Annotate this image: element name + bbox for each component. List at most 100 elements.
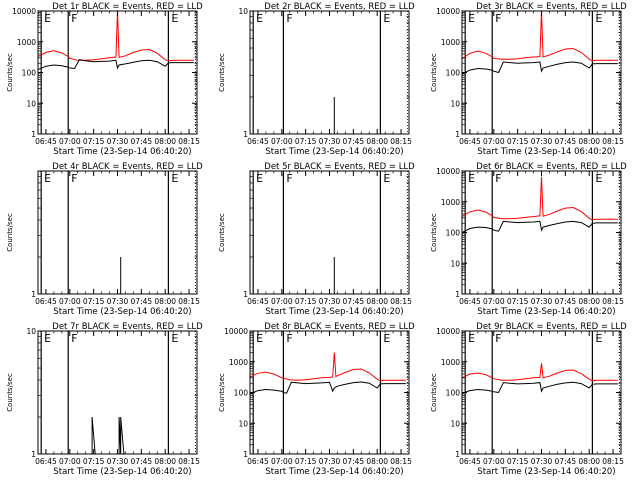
y-tick-label: 10 — [238, 7, 248, 16]
x-tick-label: 08:15 — [178, 457, 200, 466]
x-tick-label: 08:00 — [154, 457, 176, 466]
y-axis-label: Counts/sec — [6, 213, 14, 252]
x-tick-label: 07:00 — [59, 137, 81, 146]
y-tick-label: 1 — [455, 130, 460, 139]
y-tick-label: 1 — [243, 450, 248, 459]
x-tick-label: 07:00 — [59, 297, 81, 306]
lld-series-line — [38, 11, 194, 62]
x-tick-label: 08:15 — [602, 297, 624, 306]
x-tick-label: 08:00 — [154, 297, 176, 306]
x-tick-label: 08:00 — [366, 137, 388, 146]
x-tick-label: 07:30 — [319, 457, 341, 466]
y-tick-label: 10000 — [12, 7, 36, 16]
marker-label: E — [383, 172, 390, 185]
x-tick-label: 07:15 — [507, 297, 529, 306]
marker-label: F — [286, 172, 292, 185]
y-tick-label: 1 — [455, 450, 460, 459]
y-tick-label: 100 — [446, 389, 461, 398]
x-tick-label: 08:00 — [154, 137, 176, 146]
marker-label: E — [256, 12, 263, 25]
x-tick-label: 07:30 — [107, 457, 129, 466]
plot-frame — [37, 170, 198, 295]
lld-series-line — [462, 11, 618, 62]
x-tick-label: 07:00 — [271, 137, 293, 146]
panel-title: Det 5r BLACK = Events, RED = LLD — [264, 162, 415, 172]
x-axis-label: Start Time (23-Sep-14 06:40:20) — [265, 147, 403, 157]
y-tick-label: 10 — [450, 419, 460, 428]
y-axis-label: Counts/sec — [430, 53, 438, 92]
marker-label: E — [595, 172, 602, 185]
plot-frame — [37, 330, 198, 455]
x-axis-label: Start Time (23-Sep-14 06:40:20) — [477, 147, 615, 157]
plot-frame — [249, 10, 410, 135]
x-tick-label: 08:15 — [390, 137, 412, 146]
y-tick-label: 10 — [450, 99, 460, 108]
y-tick-label: 100 — [234, 389, 249, 398]
y-tick-label: 1 — [31, 130, 36, 139]
x-tick-label: 08:15 — [178, 297, 200, 306]
x-tick-label: 06:45 — [35, 137, 57, 146]
x-tick-label: 08:15 — [178, 137, 200, 146]
panel-title: Det 9r BLACK = Events, RED = LLD — [476, 322, 627, 332]
panel-title: Det 3r BLACK = Events, RED = LLD — [476, 2, 627, 12]
marker-label: E — [44, 332, 51, 345]
y-tick-label: 1 — [243, 130, 248, 139]
x-tick-label: 06:45 — [247, 297, 269, 306]
x-axis-label: Start Time (23-Sep-14 06:40:20) — [265, 467, 403, 477]
events-series-line — [38, 59, 194, 70]
y-tick-label: 1000 — [441, 198, 460, 207]
marker-label: E — [383, 332, 390, 345]
x-axis-label: Start Time (23-Sep-14 06:40:20) — [477, 307, 615, 317]
events-series-line — [462, 381, 618, 394]
x-tick-label: 07:45 — [131, 457, 153, 466]
x-tick-label: 07:00 — [271, 457, 293, 466]
y-tick-label: 100 — [22, 69, 37, 78]
lld-series-line — [250, 352, 406, 382]
lld-series-line — [462, 363, 618, 382]
x-tick-label: 07:00 — [483, 457, 505, 466]
marker-label: F — [286, 12, 292, 25]
y-tick-label: 10 — [238, 419, 248, 428]
x-axis-label: Start Time (23-Sep-14 06:40:20) — [265, 307, 403, 317]
panel-title: Det 2r BLACK = Events, RED = LLD — [264, 2, 415, 12]
y-tick-label: 1000 — [17, 38, 36, 47]
y-tick-label: 10 — [450, 259, 460, 268]
marker-label: F — [495, 332, 501, 345]
plot-frame — [249, 170, 410, 295]
x-tick-label: 07:45 — [555, 457, 577, 466]
x-tick-label: 07:45 — [343, 297, 365, 306]
events-series-line — [250, 381, 406, 395]
plot-frame — [461, 330, 622, 455]
x-axis-label: Start Time (23-Sep-14 06:40:20) — [477, 467, 615, 477]
y-tick-label: 10 — [26, 99, 36, 108]
x-tick-label: 08:00 — [578, 457, 600, 466]
x-tick-label: 08:15 — [390, 297, 412, 306]
x-tick-label: 08:00 — [366, 297, 388, 306]
marker-label: F — [495, 172, 501, 185]
y-tick-label: 1 — [31, 290, 36, 299]
x-tick-label: 06:45 — [459, 457, 481, 466]
x-tick-label: 06:45 — [247, 457, 269, 466]
x-tick-label: 08:15 — [602, 457, 624, 466]
x-tick-label: 08:00 — [578, 297, 600, 306]
x-tick-label: 07:30 — [107, 137, 129, 146]
marker-label: E — [595, 332, 602, 345]
y-tick-label: 1 — [455, 290, 460, 299]
x-tick-label: 08:15 — [390, 457, 412, 466]
x-tick-label: 06:45 — [459, 297, 481, 306]
y-axis-label: Counts/sec — [218, 213, 226, 252]
x-tick-label: 08:15 — [602, 137, 624, 146]
y-tick-label: 10 — [26, 327, 36, 336]
marker-label: F — [71, 12, 77, 25]
marker-label: E — [44, 172, 51, 185]
marker-label: F — [71, 172, 77, 185]
x-tick-label: 07:00 — [59, 457, 81, 466]
y-axis-label: Counts/sec — [218, 373, 226, 412]
marker-label: E — [383, 12, 390, 25]
x-axis-label: Start Time (23-Sep-14 06:40:20) — [53, 467, 191, 477]
